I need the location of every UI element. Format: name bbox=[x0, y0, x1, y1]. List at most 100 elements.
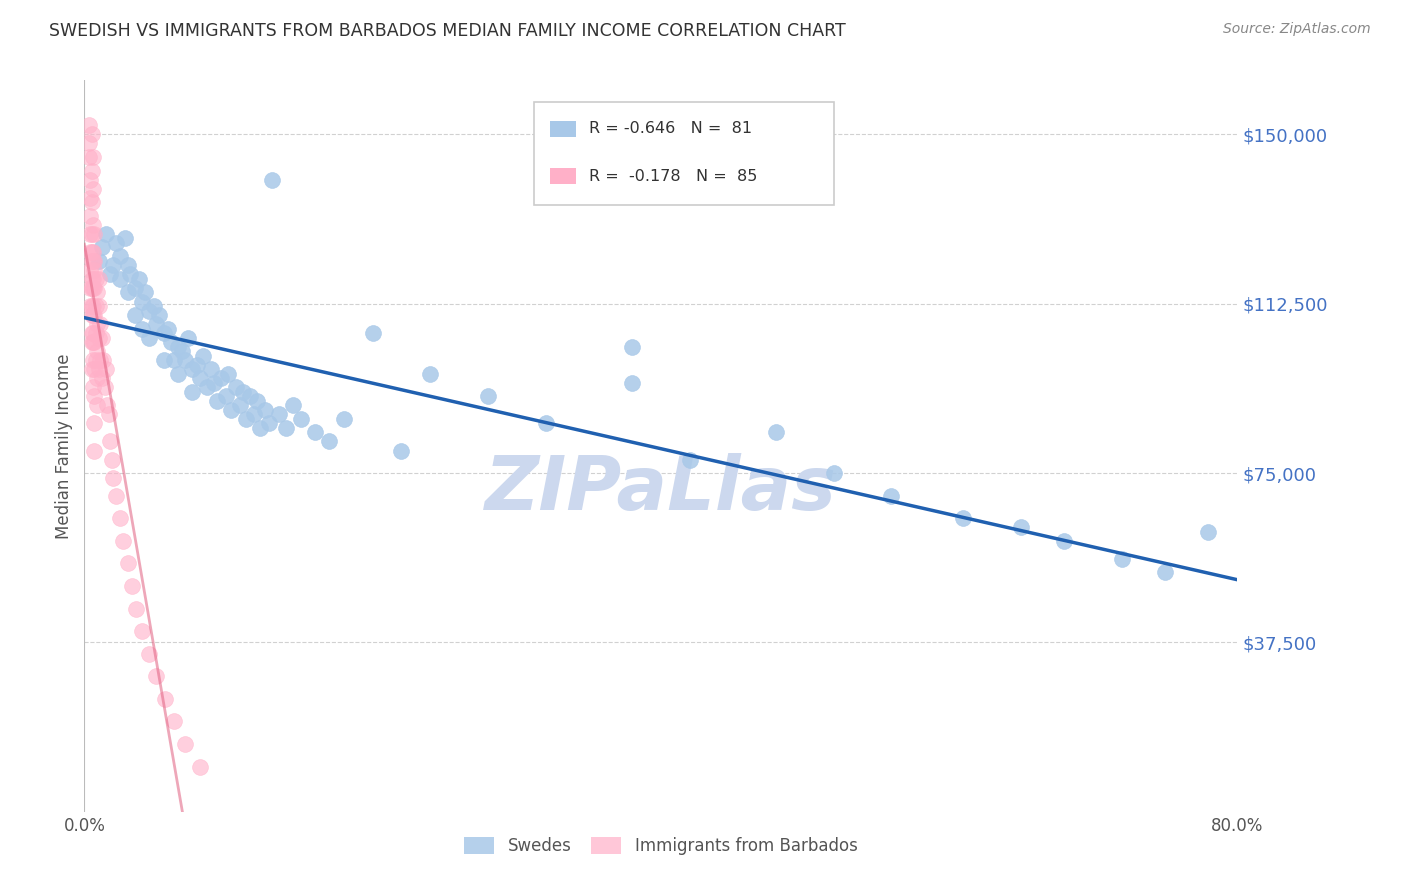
Point bbox=[79, 209, 101, 223]
Point bbox=[195, 380, 218, 394]
Point bbox=[84, 299, 107, 313]
Point bbox=[181, 362, 204, 376]
Point bbox=[89, 317, 111, 331]
Point bbox=[156, 321, 179, 335]
Point bbox=[87, 362, 110, 376]
Point bbox=[152, 353, 174, 368]
Point bbox=[621, 340, 644, 354]
Point bbox=[117, 285, 139, 300]
Point bbox=[138, 303, 160, 318]
Point bbox=[87, 299, 110, 313]
Point bbox=[188, 759, 211, 773]
Point bbox=[120, 268, 142, 282]
Point bbox=[121, 579, 143, 593]
Point bbox=[160, 335, 183, 350]
FancyBboxPatch shape bbox=[534, 103, 834, 204]
Point bbox=[83, 335, 105, 350]
Point bbox=[952, 511, 974, 525]
Point bbox=[82, 299, 104, 313]
Point bbox=[181, 384, 204, 399]
Point bbox=[86, 398, 108, 412]
Point bbox=[128, 272, 150, 286]
Point bbox=[87, 272, 110, 286]
Point bbox=[77, 136, 100, 151]
Point bbox=[1198, 524, 1220, 539]
Point bbox=[148, 308, 170, 322]
Point bbox=[80, 227, 103, 241]
Point bbox=[82, 308, 104, 322]
Point bbox=[83, 417, 105, 431]
Point bbox=[103, 259, 124, 273]
Point bbox=[93, 380, 115, 394]
Point bbox=[138, 647, 160, 661]
Point bbox=[142, 299, 165, 313]
Point bbox=[361, 326, 384, 340]
Point bbox=[1154, 566, 1177, 580]
Point bbox=[79, 263, 101, 277]
Point bbox=[86, 285, 108, 300]
Point bbox=[333, 412, 356, 426]
Point bbox=[90, 331, 112, 345]
Point bbox=[167, 367, 190, 381]
Point bbox=[112, 533, 135, 548]
Point bbox=[823, 466, 845, 480]
FancyBboxPatch shape bbox=[550, 168, 575, 184]
Point bbox=[283, 398, 305, 412]
Point bbox=[145, 317, 167, 331]
Point bbox=[225, 380, 247, 394]
Point bbox=[209, 371, 232, 385]
Point bbox=[110, 272, 132, 286]
Point bbox=[77, 150, 100, 164]
Point bbox=[82, 218, 104, 232]
Point bbox=[82, 272, 104, 286]
Point bbox=[82, 253, 104, 268]
Point bbox=[267, 408, 290, 422]
Text: SWEDISH VS IMMIGRANTS FROM BARBADOS MEDIAN FAMILY INCOME CORRELATION CHART: SWEDISH VS IMMIGRANTS FROM BARBADOS MEDI… bbox=[49, 22, 846, 40]
Point bbox=[229, 398, 252, 412]
Point bbox=[105, 235, 128, 250]
Point bbox=[83, 253, 105, 268]
Point bbox=[80, 335, 103, 350]
Point bbox=[83, 263, 105, 277]
Point bbox=[290, 412, 312, 426]
Point bbox=[174, 353, 197, 368]
Point bbox=[239, 389, 262, 403]
Point bbox=[621, 376, 644, 390]
Point bbox=[125, 601, 148, 615]
Point bbox=[86, 371, 108, 385]
Point bbox=[534, 417, 557, 431]
Point bbox=[131, 321, 153, 335]
Point bbox=[105, 489, 128, 503]
Point bbox=[83, 308, 105, 322]
Point bbox=[1111, 552, 1133, 566]
Point bbox=[82, 326, 104, 340]
Point bbox=[80, 128, 103, 142]
Point bbox=[765, 425, 787, 440]
Point bbox=[89, 353, 111, 368]
Point bbox=[97, 408, 120, 422]
Point bbox=[134, 285, 156, 300]
Point bbox=[153, 691, 176, 706]
Point bbox=[214, 389, 236, 403]
Point bbox=[80, 272, 103, 286]
Point bbox=[186, 358, 208, 372]
Point bbox=[90, 240, 112, 254]
Point bbox=[218, 367, 240, 381]
Point bbox=[80, 195, 103, 210]
Point bbox=[391, 443, 413, 458]
Legend: Swedes, Immigrants from Barbados: Swedes, Immigrants from Barbados bbox=[457, 830, 865, 862]
Point bbox=[114, 231, 136, 245]
Text: ZIPaLlas: ZIPaLlas bbox=[485, 453, 837, 526]
Point bbox=[79, 281, 101, 295]
Point bbox=[83, 362, 105, 376]
Point bbox=[98, 434, 121, 449]
Point bbox=[477, 389, 499, 403]
Point bbox=[117, 557, 139, 571]
Point bbox=[96, 398, 118, 412]
Point bbox=[205, 393, 228, 408]
Point bbox=[94, 227, 117, 241]
Point bbox=[80, 362, 103, 376]
Point bbox=[87, 253, 110, 268]
Point bbox=[79, 172, 101, 186]
Point bbox=[253, 403, 276, 417]
